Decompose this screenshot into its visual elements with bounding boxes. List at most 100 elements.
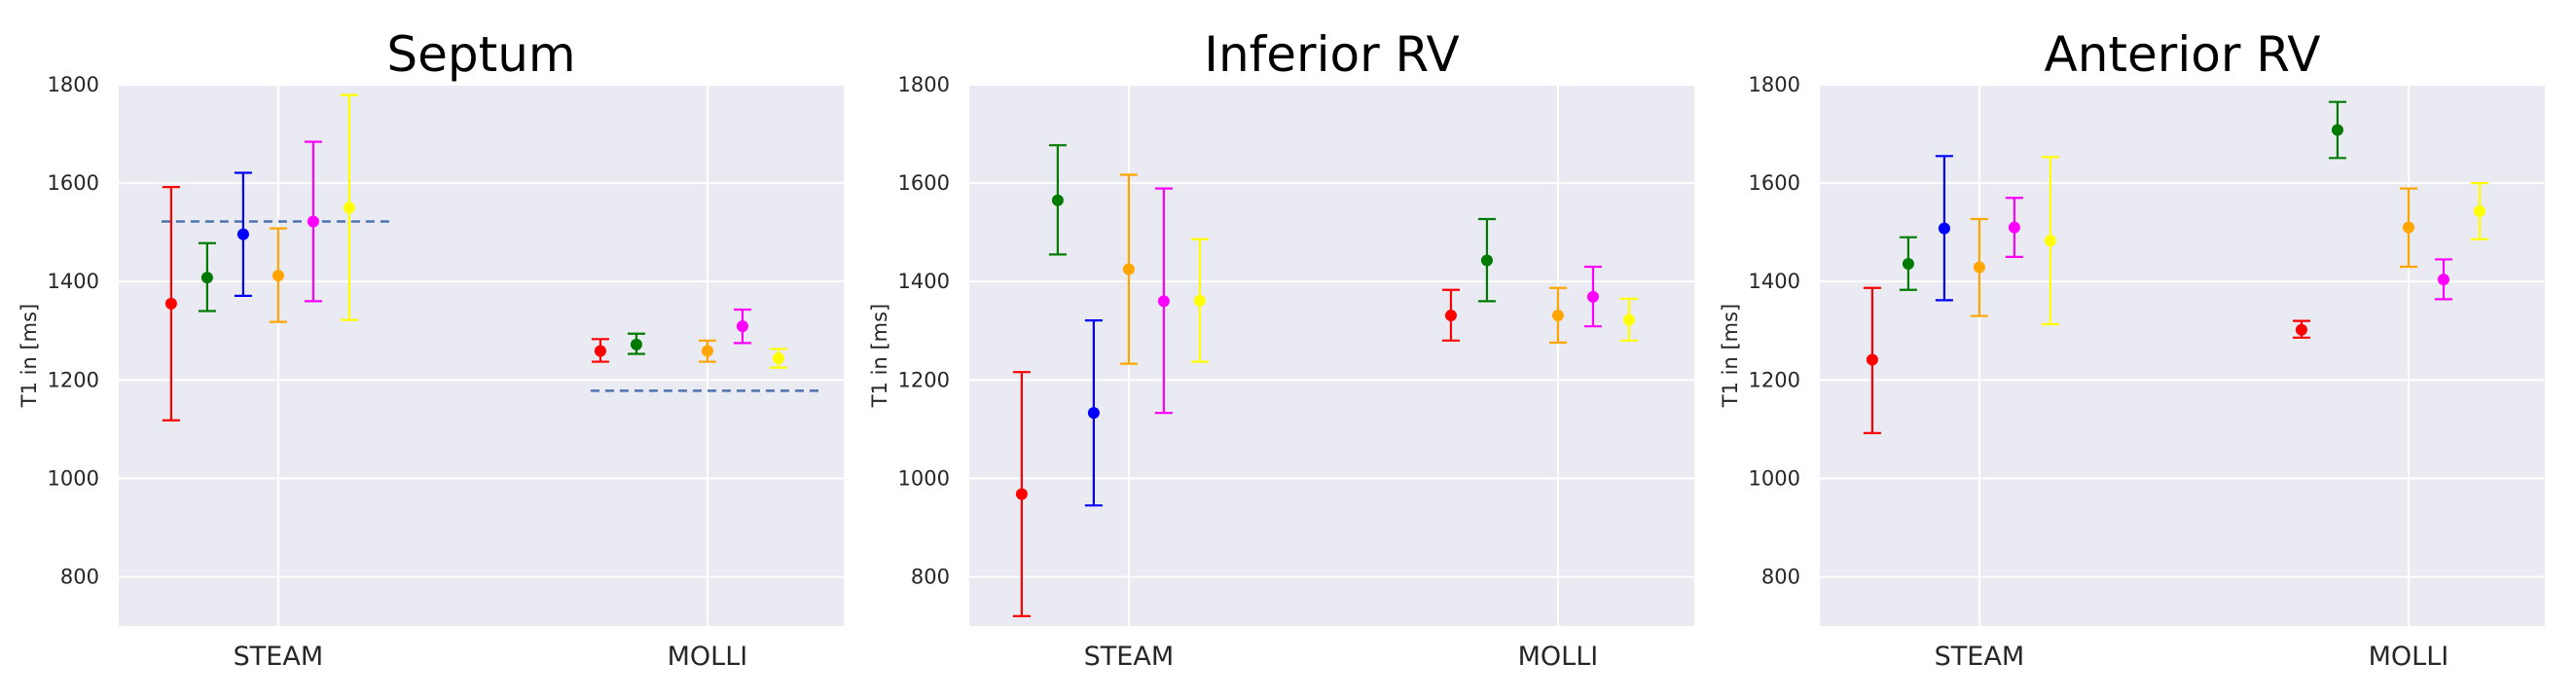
errorbar-point [1477, 217, 1496, 303]
data-point [2295, 323, 2307, 336]
y-tick-label: 1200 [898, 368, 950, 391]
data-point [772, 352, 784, 365]
errorbar-point [1190, 238, 1209, 363]
errorbar-point [2470, 181, 2488, 240]
x-category-label: MOLLI [668, 642, 748, 672]
data-point [1157, 295, 1170, 308]
errorbar-point [1863, 286, 1881, 434]
data-point [1866, 353, 1878, 366]
data-point [1902, 257, 1914, 270]
errorbar-point [234, 171, 252, 297]
errorbar-point [591, 338, 609, 363]
errorbar-point [2005, 197, 2023, 259]
x-category-label: MOLLI [2369, 642, 2449, 672]
data-point [2437, 274, 2449, 286]
plot-area [119, 85, 844, 626]
errorbar-point [2434, 258, 2452, 301]
y-tick-label: 1600 [1749, 171, 1800, 195]
y-tick-label: 1400 [898, 270, 950, 293]
y-tick-label: 1000 [898, 466, 950, 490]
errorbar-point [162, 186, 180, 422]
errorbar-point [1119, 173, 1138, 365]
errorbar-point [1048, 144, 1067, 256]
data-point [1193, 294, 1206, 307]
data-point [1551, 310, 1564, 322]
data-point [1122, 263, 1135, 276]
data-point [1622, 313, 1635, 326]
data-point [272, 270, 284, 282]
errorbar-point [1548, 286, 1567, 344]
errorbar-point [1441, 288, 1460, 342]
y-axis-label: T1 in [ms] [18, 304, 41, 408]
y-axis-label: T1 in [ms] [868, 304, 891, 408]
y-tick-label: 1200 [48, 368, 99, 391]
y-tick-label: 1800 [898, 73, 950, 96]
errorbar-point [1619, 297, 1638, 342]
chart-panel-2: 800 1000 1200 1400 1600 1800 STEAM MOLLI Inferio… [868, 26, 1694, 672]
x-category-label: STEAM [1935, 642, 2024, 672]
data-point [1087, 407, 1100, 420]
data-point [736, 320, 748, 333]
data-point [1938, 222, 1950, 235]
errorbar-point [269, 227, 287, 323]
data-point [1586, 290, 1599, 303]
data-point [2044, 235, 2056, 247]
chart-title: Anterior RV [2045, 26, 2321, 83]
data-point [2473, 204, 2485, 217]
errorbar-point [1935, 155, 1953, 302]
errorbar-point [1154, 187, 1173, 415]
data-point [307, 215, 319, 228]
y-tick-label: 1400 [48, 270, 99, 293]
errorbar-point [198, 241, 216, 313]
data-point [1444, 310, 1457, 322]
data-point [1480, 254, 1493, 267]
errorbar-point [1970, 217, 1988, 317]
y-tick-label: 800 [1761, 565, 1800, 588]
errorbar-point [769, 348, 787, 369]
errorbar-point [2041, 156, 2059, 326]
errorbar-point [340, 93, 358, 321]
data-point [200, 272, 213, 284]
errorbar-point [698, 339, 716, 363]
data-point [236, 228, 249, 240]
chart-title: Inferior RV [1204, 26, 1460, 83]
y-tick-label: 1800 [1749, 73, 1800, 96]
data-point [701, 345, 713, 357]
errorbar-point [2292, 319, 2310, 339]
y-tick-label: 1000 [48, 466, 99, 490]
chart-panel-3: 800 1000 1200 1400 1600 1800 STEAM MOLLI Anterio… [1719, 26, 2545, 672]
x-category-label: MOLLI [1518, 642, 1599, 672]
y-tick-label: 1000 [1749, 466, 1800, 490]
x-category-label: STEAM [234, 642, 323, 672]
data-point [2008, 221, 2020, 234]
data-point [1973, 261, 1985, 274]
errorbar-point [2399, 187, 2417, 269]
data-point [164, 297, 177, 310]
y-tick-label: 1600 [48, 171, 99, 195]
data-point [2331, 124, 2343, 136]
errorbar-point [304, 140, 322, 303]
chart-title: Septum [386, 26, 575, 83]
x-category-label: STEAM [1084, 642, 1174, 672]
y-axis-label: T1 in [ms] [1719, 304, 1742, 408]
errorbar-point [627, 332, 645, 355]
errorbar-point [1899, 236, 1917, 291]
data-point [630, 338, 642, 350]
errorbar-point [1084, 319, 1103, 507]
y-tick-label: 1200 [1749, 368, 1800, 391]
y-tick-label: 800 [911, 565, 950, 588]
y-tick-label: 1800 [48, 73, 99, 96]
errorbar-point [1583, 265, 1602, 328]
y-tick-label: 1600 [898, 171, 950, 195]
plot-area [1820, 85, 2545, 626]
data-point [343, 202, 355, 214]
plot-area [969, 85, 1694, 626]
y-tick-label: 800 [60, 565, 99, 588]
errorbar-point [733, 308, 751, 345]
y-tick-label: 1400 [1749, 270, 1800, 293]
data-point [1015, 488, 1028, 500]
data-point [594, 345, 606, 357]
data-point [1051, 194, 1064, 206]
data-point [2402, 221, 2414, 234]
